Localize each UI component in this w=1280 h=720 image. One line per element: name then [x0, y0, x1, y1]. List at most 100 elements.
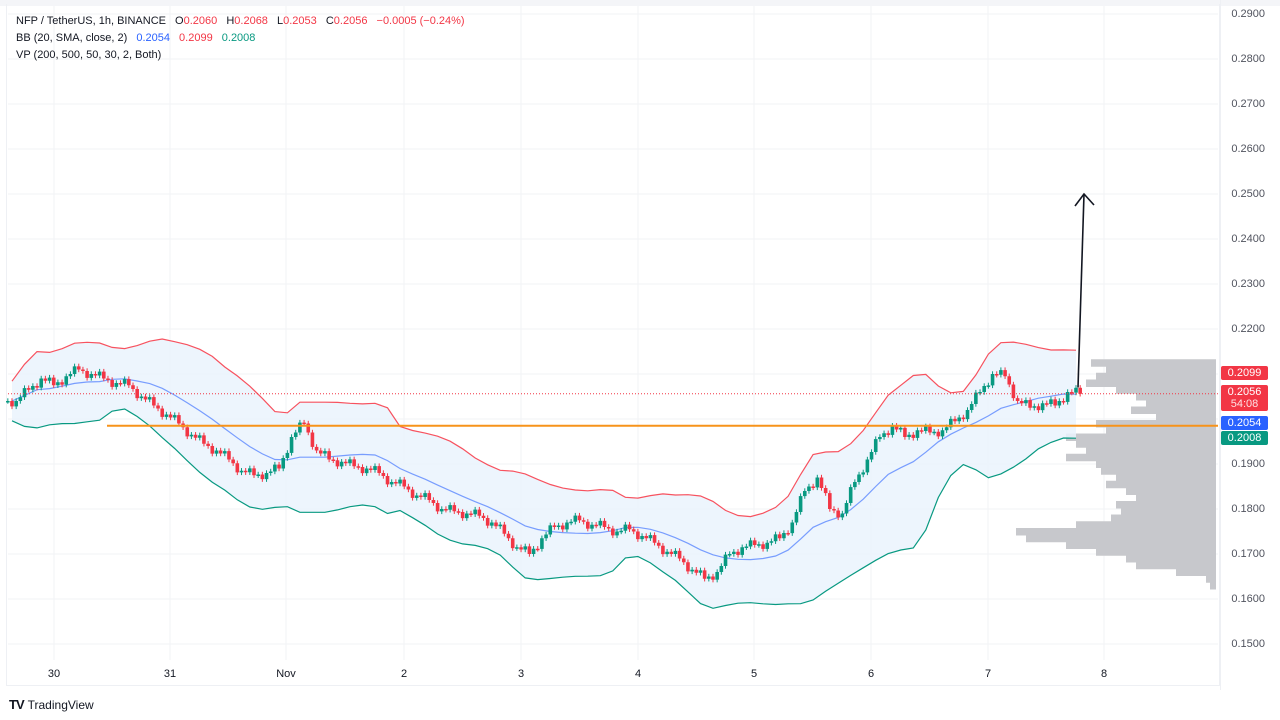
price-tick: 0.2800: [1231, 53, 1265, 65]
time-label: 3: [517, 668, 525, 680]
candle-body: [919, 430, 924, 432]
candle-body: [268, 471, 273, 473]
candle-body: [1061, 401, 1066, 403]
volume-profile-bar: [1096, 548, 1216, 556]
candle-body: [381, 473, 386, 476]
candle-body: [281, 458, 286, 469]
chart-canvas[interactable]: [0, 0, 1220, 690]
candle-body: [114, 383, 119, 387]
candle-body: [978, 392, 982, 394]
candle-body: [790, 522, 795, 534]
volume-profile-bar: [1091, 359, 1216, 367]
candle-body: [93, 374, 98, 376]
candle-body: [1019, 401, 1024, 404]
candle-body: [757, 544, 761, 546]
candle-body: [857, 474, 861, 482]
candle-body: [736, 551, 740, 555]
candle-body: [535, 548, 540, 551]
candle-body: [969, 404, 974, 410]
candle-body: [915, 430, 920, 438]
candle-body: [101, 371, 106, 379]
candle-body: [527, 546, 532, 554]
candle-body: [460, 512, 465, 519]
candle-body: [1003, 370, 1007, 377]
candle-body: [782, 533, 786, 539]
candle-body: [210, 446, 215, 454]
candle-body: [43, 378, 48, 381]
volume-profile-bar: [1106, 366, 1216, 374]
candle-body: [586, 521, 590, 529]
candle-body: [473, 509, 477, 515]
time-label: 4: [634, 668, 642, 680]
candle-body: [452, 505, 457, 512]
top-strip: [0, 0, 1280, 6]
candle-body: [223, 451, 227, 454]
candle-body: [815, 477, 820, 488]
price-tick: 0.1700: [1231, 548, 1265, 560]
volume-profile-bar: [1066, 433, 1216, 441]
candle-body: [598, 520, 603, 526]
bb-lower-value: 0.2008: [221, 32, 256, 44]
close-label: C: [325, 15, 334, 27]
price-axis[interactable]: 0.2900 0.2800 0.2700 0.2600 0.2500 0.2400 0.23…: [1220, 0, 1280, 690]
bb-basis-line: [11, 378, 1077, 561]
candle-body: [248, 468, 252, 473]
tradingview-brand[interactable]: TV TradingView: [9, 697, 94, 712]
candle-body: [886, 433, 891, 435]
candle-body: [402, 479, 407, 487]
candle-body: [394, 482, 398, 484]
candle-body: [611, 528, 615, 536]
candle-body: [506, 533, 511, 539]
brand-name: TradingView: [27, 697, 94, 712]
candle-body: [619, 530, 623, 533]
candle-body: [573, 515, 578, 522]
candle-body: [85, 371, 89, 378]
candle-body: [1070, 392, 1074, 394]
candle-body: [794, 512, 799, 523]
candle-body: [894, 425, 899, 430]
candle-body: [243, 470, 248, 473]
candle-body: [427, 493, 432, 500]
candle-body: [56, 382, 60, 386]
price-tick: 0.2600: [1231, 143, 1265, 155]
candle-body: [490, 522, 494, 526]
candle-body: [68, 374, 73, 377]
candle-body: [711, 576, 715, 580]
candle-body: [431, 500, 436, 503]
symbol-title[interactable]: NFP / TetherUS, 1h, BINANCE: [16, 15, 166, 27]
chart-frame: [6, 4, 1220, 686]
candle-body: [898, 427, 903, 430]
candle-body: [1074, 387, 1078, 393]
candle-body: [310, 432, 315, 447]
bb-label[interactable]: BB (20, SMA, close, 2): [16, 32, 128, 44]
candle-body: [581, 520, 586, 522]
candle-body: [160, 408, 165, 417]
candle-body: [544, 534, 548, 539]
candle-body: [293, 432, 298, 437]
candle-body: [18, 397, 23, 401]
candle-body: [811, 486, 815, 488]
candle-body: [231, 459, 235, 464]
candle-body: [72, 366, 77, 374]
time-axis[interactable]: 30 31 Nov 2 3 4 5 6 7 8: [6, 656, 1220, 686]
candle-body: [957, 417, 961, 422]
candle-body: [318, 450, 323, 454]
candle-body: [1032, 406, 1037, 408]
candle-body: [727, 554, 732, 556]
time-label: 30: [47, 668, 61, 680]
candle-body: [644, 536, 649, 539]
candle-body: [531, 548, 536, 554]
candle-body: [982, 386, 987, 392]
candle-body: [965, 410, 970, 420]
candle-body: [865, 459, 870, 473]
candle-body: [515, 547, 519, 549]
candle-body: [164, 414, 169, 417]
candle-body: [556, 525, 561, 527]
volume-profile-bar: [1106, 426, 1216, 435]
candle-body: [686, 562, 690, 572]
volume-profile-bar: [1086, 379, 1216, 387]
volume-profile-bar: [1210, 582, 1216, 590]
candle-body: [1078, 387, 1082, 394]
vp-label[interactable]: VP (200, 500, 50, 30, 2, Both): [16, 49, 162, 61]
candle-body: [435, 503, 440, 512]
